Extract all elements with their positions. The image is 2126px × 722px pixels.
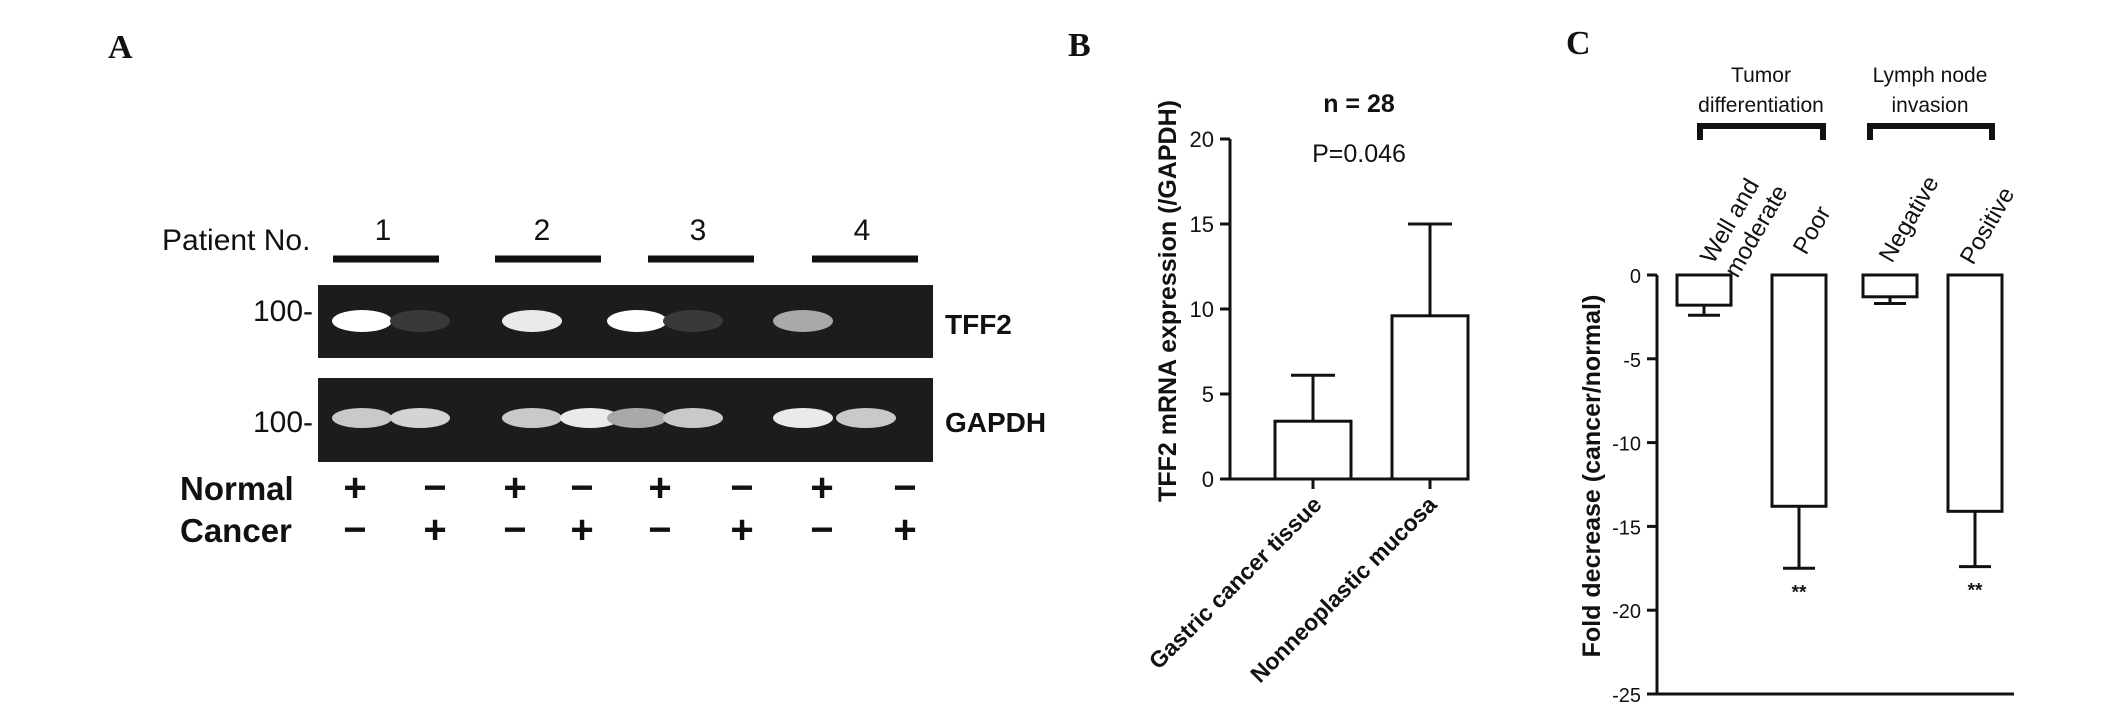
panel-c-letter: C — [1566, 25, 1591, 62]
category-well-moderate: Well and moderate — [1695, 174, 1793, 282]
normal-sign-lane-6: − — [730, 466, 753, 510]
panel-c-significance-marker: ** — [1792, 582, 1807, 603]
gapdh-band-lane-8 — [836, 408, 896, 428]
group-1-line-2: differentiation — [1698, 94, 1824, 117]
panel-b-category-label: Nonneoplastic mucosa — [1245, 491, 1442, 688]
normal-sign-lane-7: + — [810, 466, 833, 510]
panel-c-y-axis-label: Fold decrease (cancer/normal) — [1578, 295, 1606, 658]
group-tumor-differentiation: Tumor differentiation — [1697, 64, 1826, 140]
panel-b-y-tick-label: 20 — [1190, 127, 1214, 152]
panel-b-y-tick-label: 0 — [1202, 467, 1214, 492]
gapdh-band-lane-7 — [773, 408, 833, 428]
panel-c-y-tick-label: 0 — [1630, 266, 1641, 288]
normal-sign-lane-5: + — [648, 466, 671, 510]
category-poor: Poor — [1788, 202, 1837, 259]
cancer-sign-lane-2: + — [423, 508, 446, 552]
gapdh-marker: 100- — [253, 406, 313, 439]
patient-3-number: 3 — [690, 214, 707, 247]
panel-c-y-tick-label: -5 — [1623, 350, 1641, 372]
cancer-sign-lane-7: − — [810, 508, 833, 552]
panel-b-y-tick-label: 5 — [1202, 382, 1214, 407]
gapdh-band-lane-1 — [332, 408, 392, 428]
patient-1-number: 1 — [375, 214, 392, 247]
gapdh-band-lane-4 — [560, 408, 620, 428]
gapdh-band-lane-6 — [663, 408, 723, 428]
panel-a-letter: A — [108, 29, 133, 66]
normal-sign-lane-3: + — [503, 466, 526, 510]
panel-b-y-tick-label: 10 — [1190, 297, 1214, 322]
tff2-band-lane-6 — [663, 310, 723, 332]
panel-b-y-tick-label: 15 — [1190, 212, 1214, 237]
category-labels-c: Well and moderate Poor Negative Positive — [1695, 171, 2020, 282]
cancer-sign-lane-4: + — [570, 508, 593, 552]
p-value-annotation: P=0.046 — [1312, 140, 1406, 168]
group-lymph-node-invasion: Lymph node invasion — [1867, 64, 1995, 140]
normal-row-label: Normal — [180, 470, 294, 507]
patient-2: 2 — [495, 214, 601, 263]
normal-sign-lane-1: + — [343, 466, 366, 510]
patient-2-number: 2 — [534, 214, 551, 247]
tff2-band-lane-2 — [390, 310, 450, 332]
patient-4-number: 4 — [854, 214, 871, 247]
panel-c-y-tick-label: -25 — [1612, 685, 1641, 707]
patient-4: 4 — [812, 214, 918, 263]
tff2-bands — [332, 310, 833, 332]
panel-c-bar — [1675, 273, 1733, 307]
cancer-sign-lane-8: + — [893, 508, 916, 552]
category-negative: Negative — [1874, 171, 1945, 267]
panel-c-y-tick-label: -15 — [1612, 517, 1641, 539]
panel-c-bar — [1770, 273, 1828, 508]
group-2-line-2: invasion — [1891, 94, 1968, 117]
panel-b-bar — [1273, 419, 1353, 481]
normal-sign-lane-2: − — [423, 466, 446, 510]
cancer-sign-lane-3: − — [503, 508, 526, 552]
panel-c-y-tick-label: -20 — [1612, 601, 1641, 623]
panel-b-letter: B — [1068, 27, 1091, 64]
patient-1: 1 — [333, 214, 439, 263]
panel-c-y-tick-label: -10 — [1612, 434, 1641, 456]
patient-number-label: Patient No. — [162, 224, 310, 257]
panel-b: B TFF2 mRNA expression (/GAPDH) n = 28 P… — [1068, 27, 1470, 688]
panel-b-bar — [1390, 314, 1470, 481]
group-1-line-1: Tumor — [1731, 64, 1791, 87]
cancer-sign-lane-5: − — [648, 508, 671, 552]
tff2-band-lane-1 — [332, 310, 392, 332]
panel-c: C Fold decrease (cancer/normal) Tumor di… — [1566, 25, 2020, 707]
group-2-line-1: Lymph node — [1873, 64, 1988, 87]
panel-b-y-axis-label: TFF2 mRNA expression (/GAPDH) — [1154, 100, 1182, 502]
tff2-gel-label: TFF2 — [945, 309, 1012, 340]
sample-size-annotation: n = 28 — [1323, 90, 1395, 118]
cancer-signs: − + − + − + − + — [343, 508, 916, 552]
gapdh-bands — [332, 408, 896, 428]
tff2-band-lane-5 — [607, 310, 667, 332]
normal-sign-lane-4: − — [570, 466, 593, 510]
group-2-bracket — [1867, 123, 1995, 140]
patient-groups: 1 2 3 4 — [333, 214, 918, 263]
chart-c: 0 -5 -10 -15 -20 -25 ** ** — [1612, 266, 2014, 707]
panel-c-significance-marker: ** — [1968, 581, 1983, 602]
normal-sign-lane-8: − — [893, 466, 916, 510]
cancer-sign-lane-6: + — [730, 508, 753, 552]
gapdh-band-lane-3 — [502, 408, 562, 428]
tff2-band-lane-3 — [502, 310, 562, 332]
gapdh-band-lane-5 — [607, 408, 667, 428]
tff2-band-lane-7 — [773, 310, 833, 332]
tff2-marker: 100- — [253, 295, 313, 328]
group-1-bracket — [1697, 123, 1826, 140]
category-positive: Positive — [1955, 183, 2020, 269]
gapdh-gel-label: GAPDH — [945, 407, 1046, 438]
cancer-row-label: Cancer — [180, 512, 292, 549]
gapdh-band-lane-2 — [390, 408, 450, 428]
panel-c-bar — [1946, 273, 2004, 513]
cancer-sign-lane-1: − — [343, 508, 366, 552]
normal-signs: + − + − + − + − — [343, 466, 916, 510]
panel-a: A Patient No. 1 2 3 4 100- TFF2 — [108, 29, 1046, 552]
patient-3: 3 — [648, 214, 754, 263]
panel-c-bar — [1861, 273, 1919, 299]
